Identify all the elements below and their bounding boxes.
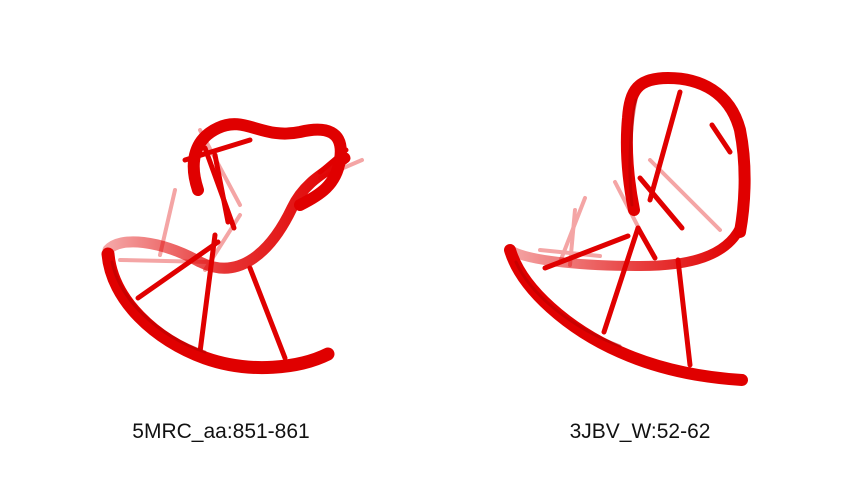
structure-3jbv bbox=[504, 72, 751, 386]
loop-backbone bbox=[187, 118, 347, 211]
front-backbone bbox=[101, 247, 335, 375]
structure-5mrc bbox=[101, 118, 364, 375]
structure-label-right: 3JBV_W:52-62 bbox=[569, 420, 711, 443]
structure-label-left: 5MRC_aa:851-861 bbox=[132, 420, 310, 443]
front-base-pairs bbox=[542, 89, 733, 368]
back-backbone bbox=[102, 152, 351, 274]
back-backbone bbox=[505, 223, 745, 272]
loop-backbone bbox=[620, 72, 751, 238]
